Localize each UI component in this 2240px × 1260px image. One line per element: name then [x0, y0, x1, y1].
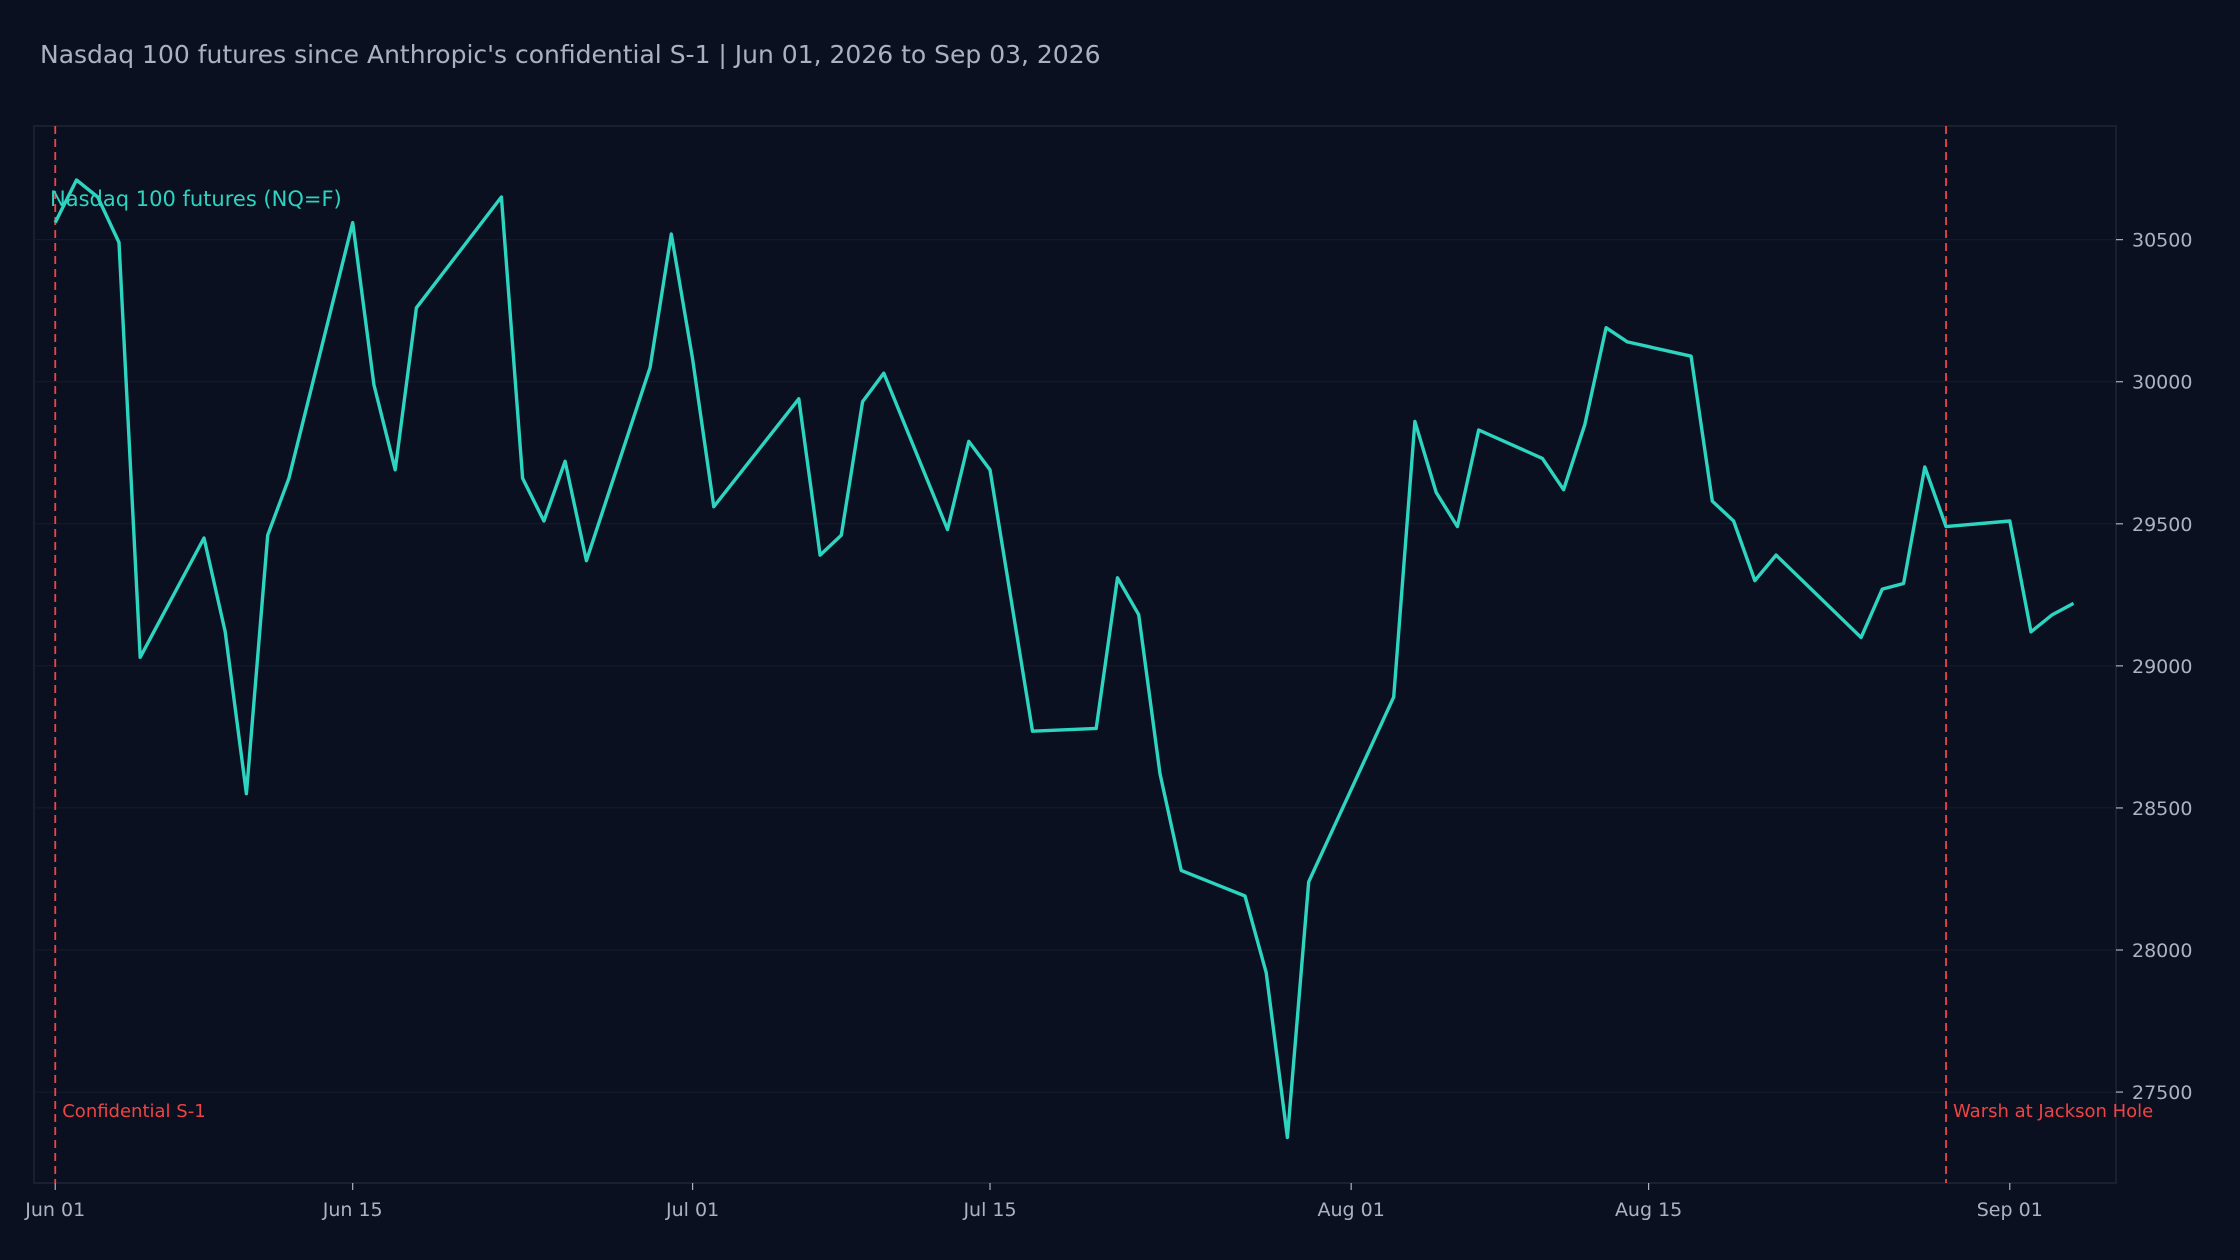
x-tick-label: Jul 15 — [962, 1199, 1016, 1221]
y-tick-label: 30000 — [2132, 372, 2192, 394]
x-tick-label: Jun 15 — [322, 1199, 383, 1221]
grid-lines — [34, 239, 2116, 1093]
y-tick-label: 29500 — [2132, 514, 2192, 536]
x-tick-label: Sep 01 — [1977, 1199, 2043, 1221]
x-tick-label: Jun 01 — [24, 1199, 85, 1221]
series-layer: Nasdaq 100 futures (NQ=F) — [50, 178, 2075, 1140]
event-label: Confidential S-1 — [62, 1101, 205, 1122]
chart-title: Nasdaq 100 futures since Anthropic's con… — [40, 40, 1101, 69]
y-tick-label: 30500 — [2132, 230, 2192, 252]
y-tick-label: 29000 — [2132, 656, 2192, 678]
y-tick-label: 28000 — [2132, 940, 2192, 962]
series-line — [53, 178, 2075, 1140]
event-label: Warsh at Jackson Hole — [1953, 1101, 2153, 1122]
x-tick-label: Aug 15 — [1615, 1199, 1682, 1221]
x-tick-label: Jul 01 — [665, 1199, 719, 1221]
x-tick-label: Aug 01 — [1318, 1199, 1385, 1221]
y-tick-label: 27500 — [2132, 1082, 2192, 1104]
y-axis-ticks: 27500 28000 28500 29000 29500 30000 30500 — [2116, 230, 2192, 1104]
plot-area — [33, 125, 2117, 1184]
x-axis-ticks: Jun 01 Jun 15 Jul 01 Jul 15 Aug 01 Aug 15 Sep … — [24, 1183, 2043, 1221]
series-label: Nasdaq 100 futures (NQ=F) — [50, 187, 342, 211]
y-tick-label: 28500 — [2132, 798, 2192, 820]
event-markers: Confidential S-1 Warsh at Jackson Hole — [54, 126, 2153, 1183]
